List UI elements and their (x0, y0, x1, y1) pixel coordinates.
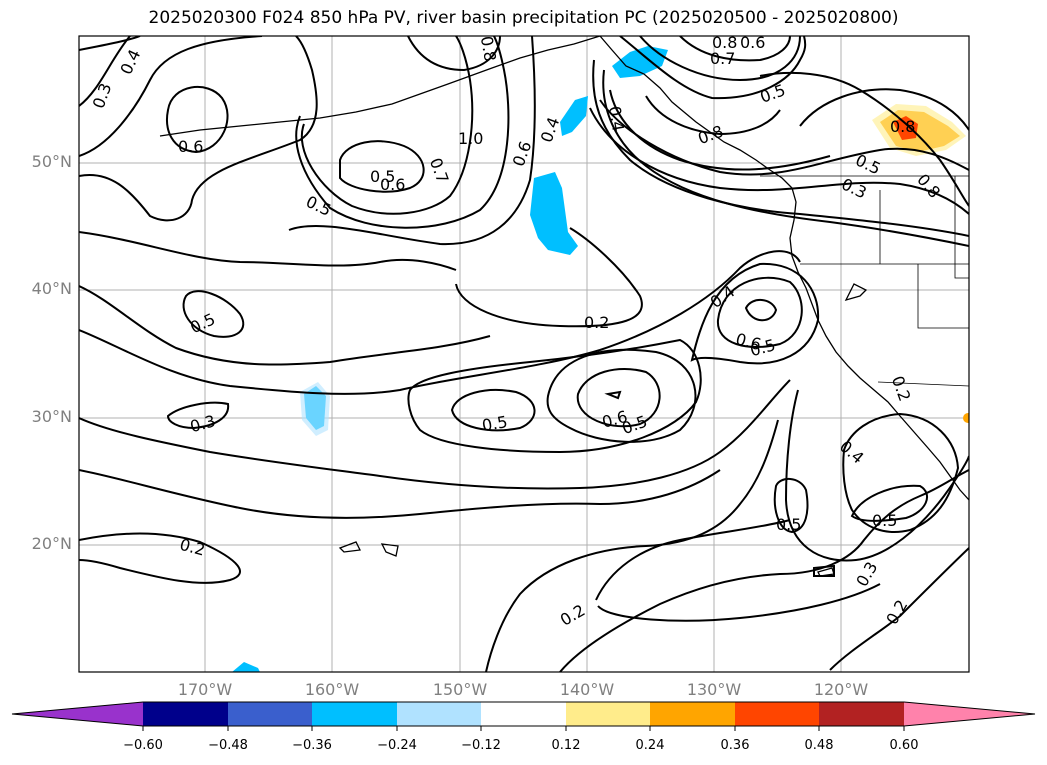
contour-label: 0.2 (584, 313, 609, 332)
contour-label: 0.4 (537, 115, 564, 145)
colorbar-tick-label: 0.24 (635, 738, 665, 753)
contour-label: 0.5 (370, 167, 395, 186)
lon-label: 170°W (177, 680, 233, 699)
contour-label: 0.5 (758, 80, 788, 107)
contour-label: 0.5 (776, 515, 801, 534)
contour-label: 1.0 (458, 129, 483, 148)
pv-contours (79, 36, 969, 672)
contour-label: 0.3 (839, 174, 870, 202)
colorbar-segment (735, 702, 819, 726)
map-content: 0.4 0.3 0.6 0.5 0.6 0.7 0.5 1.0 0.8 0.6 … (79, 33, 969, 672)
colorbar-tick-label: 0.48 (804, 738, 834, 753)
contour-label: 0.8 (890, 117, 915, 136)
colorbar-tick-label: −0.12 (461, 738, 501, 753)
colorbar-segment (312, 702, 397, 726)
colorbar-tick-label: 0.12 (551, 738, 581, 753)
lon-label: 140°W (559, 680, 615, 699)
colorbar-tick-label: −0.36 (292, 738, 332, 753)
map-frame (78, 35, 970, 673)
map-title: 2025020300 F024 850 hPa PV, river basin … (148, 8, 899, 28)
lat-label: 20°N (31, 534, 72, 553)
strong-positive-pc-area (893, 116, 918, 140)
lon-label: 120°W (813, 680, 869, 699)
contour-label: 0.8 (712, 33, 737, 52)
contour-label: 0.7 (426, 155, 453, 185)
weak-negative-pc-area (300, 382, 330, 436)
contour-label: 0.2 (178, 535, 208, 560)
contour-label: 0.8 (913, 170, 944, 202)
colorbar-segment (481, 702, 566, 726)
colorbar-segment (228, 702, 312, 726)
weak-positive-pc-area (872, 104, 966, 156)
colorbar-segment (397, 702, 481, 726)
colorbar-tick-label: −0.48 (208, 738, 248, 753)
contour-label: 0.4 (707, 282, 739, 312)
lat-label: 40°N (31, 279, 72, 298)
colorbar-tick-label: 0.36 (720, 738, 750, 753)
colorbar-segment (650, 702, 735, 726)
contour-label: 0.6 (178, 137, 203, 156)
contour-label: 0.6 (380, 175, 405, 194)
colorbar-segment (566, 702, 650, 726)
contour-label: 0.2 (557, 600, 589, 629)
colorbar-extend-high (904, 702, 1035, 726)
lat-label: 30°N (31, 407, 72, 426)
contour-label: 0.7 (710, 49, 735, 68)
lon-label: 160°W (304, 680, 360, 699)
negative-pc-area (612, 46, 668, 78)
lon-label: 150°W (432, 680, 488, 699)
colorbar (11, 701, 1036, 731)
negative-pc-area (530, 172, 578, 255)
contour-label: 0.4 (605, 105, 628, 133)
colorbar-tick-label: 0.60 (889, 738, 919, 753)
contour-labels: 0.4 0.3 0.6 0.5 0.6 0.7 0.5 1.0 0.8 0.6 … (89, 33, 944, 630)
borders (760, 175, 969, 387)
colorbar-tick-label: −0.24 (377, 738, 417, 753)
contour-label: 0.8 (477, 35, 500, 63)
lat-label: 50°N (31, 152, 72, 171)
contour-label: 0.6 (740, 33, 765, 52)
precip-shading (232, 46, 969, 672)
colorbar-segment (143, 702, 228, 726)
contour-label: 0.5 (481, 412, 509, 435)
contour-label: 0.3 (188, 411, 218, 436)
contour-label: 0.5 (187, 309, 218, 337)
lon-label: 130°W (686, 680, 742, 699)
gridlines (79, 36, 969, 672)
contour-label: 0.5 (872, 511, 897, 530)
contour-label: 0.5 (303, 192, 334, 220)
colorbar-extend-low (12, 702, 143, 726)
contour-label: 0.2 (882, 596, 911, 628)
contour-label: 0.3 (89, 81, 116, 111)
negative-pc-area (560, 96, 588, 136)
negative-pc-area (232, 662, 260, 672)
contour-label: 0.4 (116, 46, 144, 77)
colorbar-tick-label: −0.60 (123, 738, 163, 753)
colorbar-segment (819, 702, 904, 726)
positive-pc-area (963, 413, 969, 423)
contour-label: 0.2 (888, 373, 915, 403)
